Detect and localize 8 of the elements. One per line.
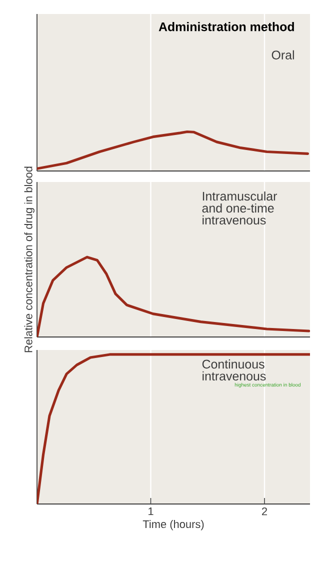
text: Administration method <box>158 22 294 32</box>
text: Oral <box>272 50 294 60</box>
x-tick-label: 2 <box>262 508 267 516</box>
text: Intramuscular and one-time intravenous <box>202 191 278 225</box>
series-label: Continuous intravenous <box>202 359 266 381</box>
x-tick-label: 1 <box>148 508 154 516</box>
x-axis-title: Time (hours) <box>142 520 204 530</box>
y-axis-title: Relative concentration of drug in blood <box>24 166 34 352</box>
